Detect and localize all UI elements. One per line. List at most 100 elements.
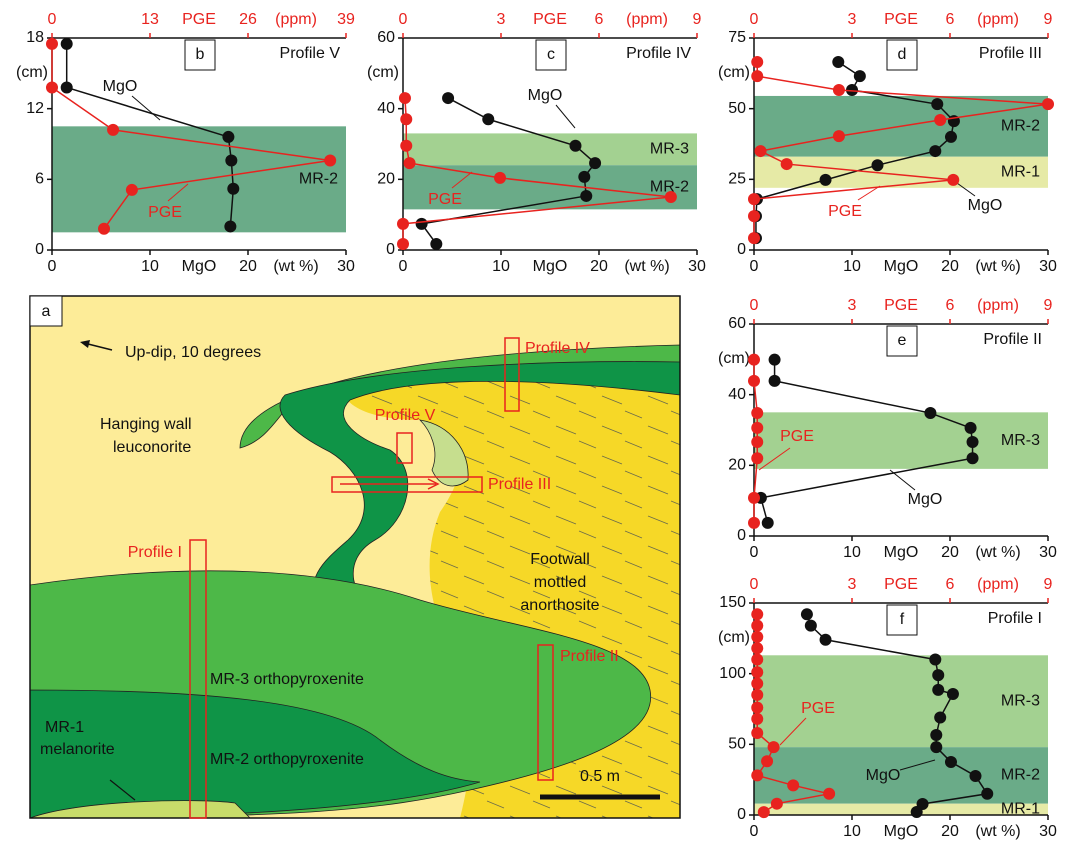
series-label: PGE <box>780 428 814 445</box>
profile-label: Profile V <box>375 407 436 424</box>
x2-tick-label: 0 <box>750 11 759 28</box>
x2-tick-label: 9 <box>1044 576 1053 593</box>
x-label: MgO <box>884 823 919 840</box>
data-point <box>751 436 763 448</box>
x-tick-label: 10 <box>492 258 510 275</box>
data-point <box>748 492 760 504</box>
series-label: MgO <box>528 87 563 104</box>
data-point <box>934 114 946 126</box>
data-point <box>771 798 783 810</box>
leader-line <box>556 105 575 128</box>
x2-tick-label: 13 <box>141 11 159 28</box>
x-tick-label: 10 <box>843 544 861 561</box>
x-tick-label: 0 <box>750 544 759 561</box>
data-point <box>751 689 763 701</box>
data-point <box>820 174 832 186</box>
data-point <box>854 70 866 82</box>
data-point <box>947 174 959 186</box>
data-point <box>397 238 409 250</box>
profile-label: Profile IV <box>525 340 590 357</box>
data-point <box>404 157 416 169</box>
x2-tick-label: 3 <box>848 297 857 314</box>
x2-label: PGE <box>182 11 216 28</box>
data-point <box>911 806 923 818</box>
mr1-label: MR-1 <box>45 719 84 736</box>
data-point <box>46 81 58 93</box>
footwall-label: anorthosite <box>520 597 599 614</box>
data-point <box>748 210 760 222</box>
data-point <box>751 654 763 666</box>
y-tick-label: 0 <box>737 806 746 823</box>
data-point <box>751 702 763 714</box>
data-point <box>397 218 409 230</box>
panel-label: d <box>898 46 907 63</box>
x-label: MgO <box>884 258 919 275</box>
x2-unit: (ppm) <box>977 11 1019 28</box>
y-tick-label: 100 <box>719 665 746 682</box>
data-point <box>61 38 73 50</box>
data-point <box>61 81 73 93</box>
y-label: (cm) <box>367 64 399 81</box>
data-point <box>758 806 770 818</box>
data-point <box>400 113 412 125</box>
x-tick-label: 0 <box>750 823 759 840</box>
y-tick-label: 0 <box>386 241 395 258</box>
x2-tick-label: 26 <box>239 11 257 28</box>
y-tick-label: 150 <box>719 594 746 611</box>
data-point <box>930 729 942 741</box>
y-tick-label: 12 <box>26 100 44 117</box>
y-tick-label: 50 <box>728 736 746 753</box>
data-point <box>929 654 941 666</box>
x-tick-label: 0 <box>750 258 759 275</box>
series-label: MgO <box>908 491 943 508</box>
data-point <box>751 678 763 690</box>
y-label: (cm) <box>16 64 48 81</box>
profile-label: Profile II <box>560 648 619 665</box>
series-label: MgO <box>968 197 1003 214</box>
x2-tick-label: 0 <box>48 11 57 28</box>
data-point <box>820 634 832 646</box>
data-point <box>442 92 454 104</box>
x2-tick-label: 6 <box>946 576 955 593</box>
data-point <box>931 98 943 110</box>
profile-label: Profile IV <box>626 45 691 62</box>
data-point <box>751 642 763 654</box>
data-point <box>981 788 993 800</box>
x2-tick-label: 0 <box>750 297 759 314</box>
y-tick-label: 25 <box>728 171 746 188</box>
y-tick-label: 20 <box>728 457 746 474</box>
x2-label: PGE <box>884 576 918 593</box>
x-tick-label: 10 <box>843 823 861 840</box>
x-tick-label: 0 <box>48 258 57 275</box>
data-point <box>46 38 58 50</box>
data-point <box>924 407 936 419</box>
series-label: PGE <box>428 191 462 208</box>
data-point <box>748 193 760 205</box>
x2-tick-label: 3 <box>497 11 506 28</box>
mr1-label: melanorite <box>40 741 115 758</box>
y-tick-label: 20 <box>377 171 395 188</box>
footwall-label: mottled <box>534 574 586 591</box>
data-point <box>871 159 883 171</box>
data-point <box>801 608 813 620</box>
data-point <box>755 145 767 157</box>
mr3-label: MR-3 orthopyroxenite <box>210 671 364 688</box>
data-point <box>224 220 236 232</box>
x-label: MgO <box>533 258 568 275</box>
data-point <box>768 741 780 753</box>
x-tick-label: 30 <box>1039 544 1057 561</box>
footwall-label: Footwall <box>530 551 590 568</box>
y-tick-label: 50 <box>728 100 746 117</box>
data-point <box>945 131 957 143</box>
y-tick-label: 60 <box>377 29 395 46</box>
data-point <box>227 183 239 195</box>
panel-label: e <box>898 332 907 349</box>
data-point <box>589 157 601 169</box>
data-point <box>969 770 981 782</box>
series-label: MgO <box>866 767 901 784</box>
data-point <box>324 154 336 166</box>
x-unit: (wt %) <box>624 258 669 275</box>
y-tick-label: 60 <box>728 315 746 332</box>
x2-tick-label: 3 <box>848 11 857 28</box>
data-point <box>965 422 977 434</box>
